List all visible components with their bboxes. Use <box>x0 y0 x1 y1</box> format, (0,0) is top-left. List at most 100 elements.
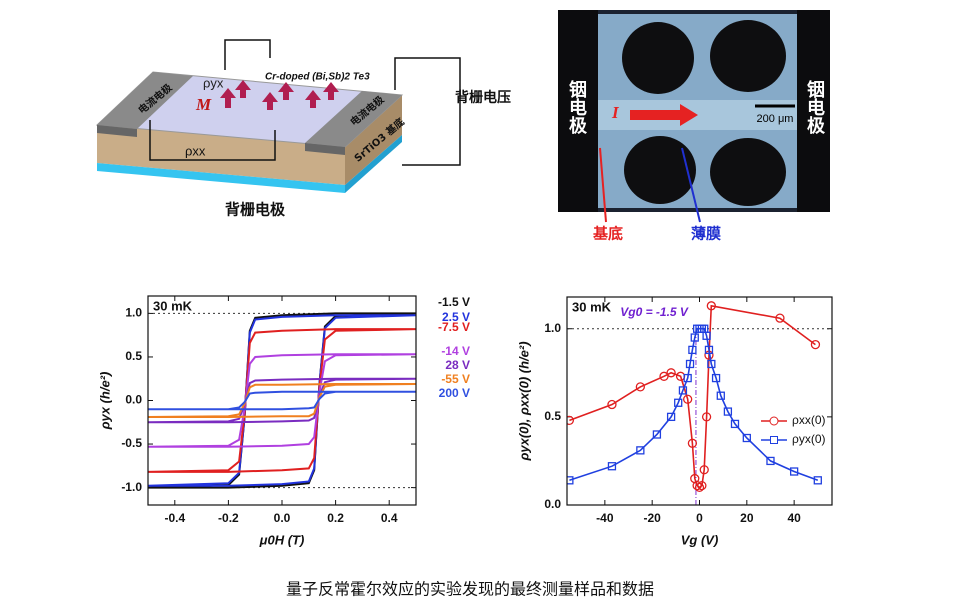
pad <box>622 22 694 94</box>
point <box>707 359 716 369</box>
gate-strip <box>97 163 345 193</box>
y-axis-title: ρyx(0), ρxx(0) (h/e²) <box>516 341 531 461</box>
left-electrode <box>97 72 193 129</box>
legend-marker <box>770 436 778 444</box>
film-label: 薄膜 <box>691 225 721 243</box>
y-tick-label: 0.5 <box>544 409 561 423</box>
annotation: 30 mK <box>572 299 612 314</box>
point <box>723 407 733 416</box>
pad <box>710 138 786 206</box>
substrate-pointer <box>599 147 607 223</box>
point <box>697 480 707 491</box>
x-axis-title: μ0H (T) <box>259 532 305 547</box>
point <box>683 394 693 404</box>
wire <box>394 57 461 166</box>
y-tick-label: -1.0 <box>121 480 142 494</box>
y-tick-label: 0.0 <box>544 497 561 511</box>
y-tick-label: 0.5 <box>125 349 142 363</box>
legend-label: -7.5 V <box>438 320 470 334</box>
substrate-side <box>345 95 402 185</box>
point <box>766 456 775 466</box>
point <box>635 382 645 392</box>
point <box>775 313 785 323</box>
point <box>659 371 669 381</box>
point <box>607 462 617 471</box>
x-axis-title: Vg (V) <box>681 532 719 547</box>
gate-annotation: Vg0 = -1.5 V <box>620 305 689 319</box>
gate-electrode-label: 背栅电极 <box>225 201 286 219</box>
x-tick-label: -20 <box>644 511 662 525</box>
y-tick-label: 1.0 <box>125 306 142 320</box>
series-line <box>148 390 416 411</box>
x-tick-label: 40 <box>787 511 801 525</box>
legend-label: ρyx(0) <box>792 432 826 446</box>
rho-yx-label: ρyx <box>203 75 224 90</box>
point <box>688 345 697 355</box>
legend-label: -14 V <box>441 344 470 358</box>
point <box>683 373 692 383</box>
point <box>666 368 676 378</box>
legend-marker <box>769 416 779 426</box>
point <box>694 482 705 493</box>
point <box>666 412 676 422</box>
point <box>607 399 617 410</box>
series-line <box>148 353 416 448</box>
device-diagram: ρyx Cr-doped (Bi,Sb)2 Te3 M 电流电极 电流电极 Sr… <box>95 39 511 219</box>
film-label: Cr-doped (Bi,Sb)2 Te3 <box>265 72 370 83</box>
pad <box>710 20 786 92</box>
point <box>702 331 711 340</box>
indium-electrode <box>558 10 598 212</box>
legend-label: 200 V <box>439 386 470 400</box>
right-electrode <box>305 91 402 147</box>
point <box>687 438 698 448</box>
point <box>742 433 751 443</box>
indium-electrode <box>797 10 830 212</box>
point <box>652 430 662 439</box>
moment-arrows <box>220 80 339 110</box>
x-tick-label: -0.4 <box>164 511 185 525</box>
right-electrode-edge <box>305 143 345 155</box>
annotation: 30 mK <box>153 298 193 313</box>
y-tick-label: -0.5 <box>121 436 142 450</box>
x-tick-label: 0 <box>696 511 703 525</box>
current-label: I <box>611 103 620 122</box>
series-line <box>148 328 416 473</box>
current-arrow <box>630 104 698 126</box>
point <box>813 476 822 485</box>
wire <box>149 120 276 161</box>
point <box>730 419 740 429</box>
left-electrode-edge <box>97 125 137 137</box>
y-axis-title: ρyx (h/e²) <box>97 372 112 431</box>
point <box>699 465 709 475</box>
point <box>711 373 721 383</box>
x-tick-label: -0.2 <box>218 511 239 525</box>
legend-label: ρxx(0) <box>792 413 826 427</box>
rho-xx-label: ρxx <box>185 143 206 158</box>
point <box>567 415 575 426</box>
x-tick-label: 0.4 <box>381 511 398 525</box>
substrate-label: 基底 <box>592 225 623 243</box>
point <box>789 467 799 476</box>
legend-label: -1.5 V <box>438 295 470 309</box>
sample-photo: I 200 μm 铟电极 铟电极 基底 薄膜 <box>558 10 830 243</box>
point <box>674 398 683 407</box>
legend-label: -55 V <box>441 372 470 386</box>
gate-voltage-label: 背栅电压 <box>455 89 511 106</box>
plot-frame <box>566 296 833 506</box>
y-tick-label: 0.0 <box>125 393 142 407</box>
substrate-front <box>97 125 345 185</box>
left-indium-label: 铟电极 <box>566 79 587 135</box>
film-pointer <box>681 147 701 223</box>
gate-strip-side <box>345 135 402 193</box>
point <box>636 446 645 455</box>
magnetization-label: M <box>195 95 212 114</box>
point <box>716 391 725 400</box>
pad <box>624 136 696 204</box>
point <box>690 333 699 342</box>
point <box>704 345 714 355</box>
y-tick-label: 1.0 <box>544 321 561 335</box>
point <box>685 359 695 369</box>
wire <box>224 39 271 70</box>
series-line <box>148 383 416 418</box>
